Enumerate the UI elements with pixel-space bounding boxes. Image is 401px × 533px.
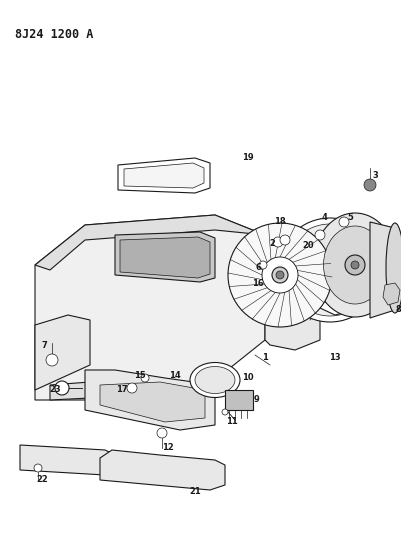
Text: 12: 12 (162, 442, 174, 451)
Polygon shape (118, 158, 210, 193)
Circle shape (272, 267, 288, 283)
Polygon shape (115, 232, 215, 282)
Ellipse shape (195, 367, 235, 393)
Polygon shape (383, 283, 400, 305)
Text: 5: 5 (347, 214, 353, 222)
Polygon shape (50, 382, 90, 400)
Text: 7: 7 (41, 341, 47, 350)
Circle shape (351, 261, 359, 269)
Circle shape (34, 464, 42, 472)
Circle shape (364, 179, 376, 191)
Polygon shape (316, 225, 365, 315)
Circle shape (262, 257, 298, 293)
Circle shape (298, 238, 306, 246)
Polygon shape (35, 315, 90, 390)
Text: 18: 18 (274, 216, 286, 225)
Circle shape (315, 230, 325, 240)
Circle shape (280, 235, 290, 245)
Text: 9: 9 (253, 395, 259, 405)
Text: 21: 21 (189, 488, 201, 497)
Text: 6: 6 (255, 262, 261, 271)
Polygon shape (321, 231, 360, 308)
Circle shape (273, 237, 283, 247)
Text: 17: 17 (116, 385, 128, 394)
Circle shape (157, 428, 167, 438)
Ellipse shape (313, 213, 397, 317)
Polygon shape (20, 445, 115, 475)
Text: 13: 13 (329, 353, 341, 362)
Polygon shape (35, 215, 265, 270)
Text: 15: 15 (134, 370, 146, 379)
Circle shape (284, 224, 376, 316)
Circle shape (259, 261, 267, 269)
Polygon shape (370, 222, 395, 318)
Circle shape (276, 271, 284, 279)
Text: 8J24 1200 A: 8J24 1200 A (15, 28, 93, 41)
Bar (225, 390, 253, 410)
Circle shape (141, 374, 149, 382)
Text: 8: 8 (395, 305, 401, 314)
Text: 4: 4 (322, 214, 328, 222)
Ellipse shape (324, 226, 387, 304)
Circle shape (354, 238, 362, 246)
Circle shape (345, 255, 365, 275)
Polygon shape (120, 237, 210, 278)
Text: 11: 11 (226, 417, 238, 426)
Text: 19: 19 (242, 154, 254, 163)
Polygon shape (100, 382, 205, 422)
Text: 2: 2 (269, 238, 275, 247)
Polygon shape (265, 232, 320, 350)
Circle shape (127, 383, 137, 393)
Circle shape (46, 354, 58, 366)
Text: 20: 20 (302, 241, 314, 251)
Circle shape (354, 294, 362, 302)
Polygon shape (85, 370, 215, 430)
Circle shape (278, 218, 382, 322)
Circle shape (228, 223, 332, 327)
Polygon shape (35, 215, 265, 400)
Ellipse shape (386, 223, 401, 313)
Text: 3: 3 (372, 172, 378, 181)
Text: 16: 16 (252, 279, 264, 287)
Polygon shape (100, 450, 225, 490)
Text: 23: 23 (49, 385, 61, 394)
Circle shape (222, 409, 228, 415)
Text: 1: 1 (262, 353, 268, 362)
Ellipse shape (190, 362, 240, 398)
Text: 10: 10 (242, 374, 254, 383)
Circle shape (316, 256, 344, 284)
Circle shape (55, 381, 69, 395)
Circle shape (339, 217, 349, 227)
Polygon shape (124, 163, 204, 188)
Circle shape (298, 294, 306, 302)
Text: 22: 22 (36, 475, 48, 484)
Text: 14: 14 (169, 370, 181, 379)
